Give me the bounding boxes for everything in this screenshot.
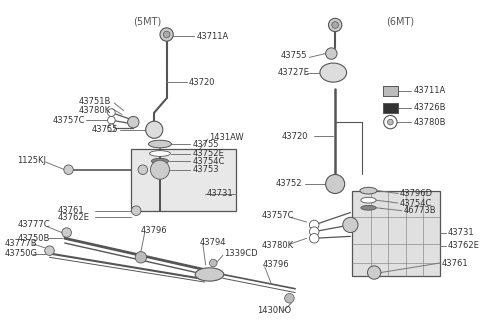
Text: 43761: 43761 bbox=[57, 206, 84, 215]
Ellipse shape bbox=[148, 140, 171, 148]
Circle shape bbox=[128, 116, 139, 128]
Ellipse shape bbox=[320, 63, 347, 82]
Text: (6MT): (6MT) bbox=[386, 16, 414, 26]
Circle shape bbox=[310, 227, 319, 236]
Text: 43727E: 43727E bbox=[278, 68, 310, 77]
Circle shape bbox=[325, 174, 345, 194]
Text: 43780K: 43780K bbox=[262, 241, 294, 250]
Text: 43720: 43720 bbox=[282, 132, 308, 141]
Ellipse shape bbox=[195, 268, 224, 281]
Text: 43777B: 43777B bbox=[5, 239, 37, 249]
Text: 43720: 43720 bbox=[189, 78, 215, 87]
Circle shape bbox=[135, 252, 146, 263]
Text: (5MT): (5MT) bbox=[133, 16, 162, 26]
Text: 46773B: 46773B bbox=[404, 206, 436, 215]
Circle shape bbox=[285, 294, 294, 303]
Text: 43711A: 43711A bbox=[196, 32, 228, 41]
Text: 43794: 43794 bbox=[200, 237, 227, 247]
Circle shape bbox=[387, 119, 393, 125]
Text: 43761: 43761 bbox=[442, 258, 468, 268]
Text: 43711A: 43711A bbox=[413, 86, 445, 95]
Circle shape bbox=[150, 160, 169, 179]
Circle shape bbox=[368, 266, 381, 279]
Text: 43752E: 43752E bbox=[192, 149, 224, 158]
Text: 1125KJ: 1125KJ bbox=[17, 156, 46, 165]
Text: 43762E: 43762E bbox=[57, 213, 89, 222]
Text: 43755: 43755 bbox=[91, 125, 118, 134]
Ellipse shape bbox=[360, 187, 377, 194]
Circle shape bbox=[45, 246, 54, 256]
Text: 43754C: 43754C bbox=[400, 198, 432, 208]
Text: 43777C: 43777C bbox=[17, 220, 50, 230]
Circle shape bbox=[310, 220, 319, 230]
Text: 43796: 43796 bbox=[263, 260, 289, 269]
Text: 43726B: 43726B bbox=[413, 103, 446, 112]
Circle shape bbox=[163, 31, 170, 38]
Text: 43752: 43752 bbox=[276, 179, 302, 189]
Circle shape bbox=[138, 165, 147, 174]
Text: 43753: 43753 bbox=[192, 165, 219, 174]
Bar bbox=[383, 86, 398, 96]
Text: 43796D: 43796D bbox=[400, 189, 433, 198]
Circle shape bbox=[108, 124, 115, 132]
Text: 43755: 43755 bbox=[192, 139, 219, 149]
Text: 43731: 43731 bbox=[206, 189, 233, 198]
Ellipse shape bbox=[149, 151, 170, 156]
Text: 43780K: 43780K bbox=[79, 106, 111, 115]
Circle shape bbox=[328, 18, 342, 32]
Ellipse shape bbox=[361, 197, 376, 203]
Text: 43757C: 43757C bbox=[52, 116, 85, 125]
Ellipse shape bbox=[361, 205, 376, 210]
Text: 43750G: 43750G bbox=[5, 249, 38, 258]
Text: 43757C: 43757C bbox=[262, 211, 294, 220]
Text: 43750B: 43750B bbox=[17, 234, 49, 243]
Circle shape bbox=[160, 28, 173, 41]
Bar bbox=[352, 191, 440, 277]
Circle shape bbox=[64, 165, 73, 174]
Circle shape bbox=[145, 121, 163, 138]
Text: 1430NO: 1430NO bbox=[257, 306, 291, 315]
Bar bbox=[383, 103, 398, 113]
Text: 43796: 43796 bbox=[141, 226, 168, 235]
Text: 43751B: 43751B bbox=[79, 97, 111, 106]
Circle shape bbox=[310, 234, 319, 243]
Circle shape bbox=[108, 109, 115, 116]
Bar bbox=[132, 149, 236, 211]
Text: 1339CD: 1339CD bbox=[224, 249, 257, 258]
Circle shape bbox=[132, 206, 141, 215]
Circle shape bbox=[62, 228, 72, 237]
Circle shape bbox=[209, 259, 217, 267]
Ellipse shape bbox=[151, 158, 168, 164]
Text: 43754C: 43754C bbox=[192, 157, 225, 166]
Text: 1431AW: 1431AW bbox=[209, 133, 244, 142]
Circle shape bbox=[384, 115, 397, 129]
Text: 43731: 43731 bbox=[447, 228, 474, 237]
Text: 43755: 43755 bbox=[281, 51, 307, 60]
Circle shape bbox=[108, 116, 115, 124]
Circle shape bbox=[332, 22, 338, 28]
Circle shape bbox=[325, 48, 337, 59]
Circle shape bbox=[343, 217, 358, 233]
Text: 43780B: 43780B bbox=[413, 118, 446, 127]
Text: 43762E: 43762E bbox=[447, 241, 480, 250]
